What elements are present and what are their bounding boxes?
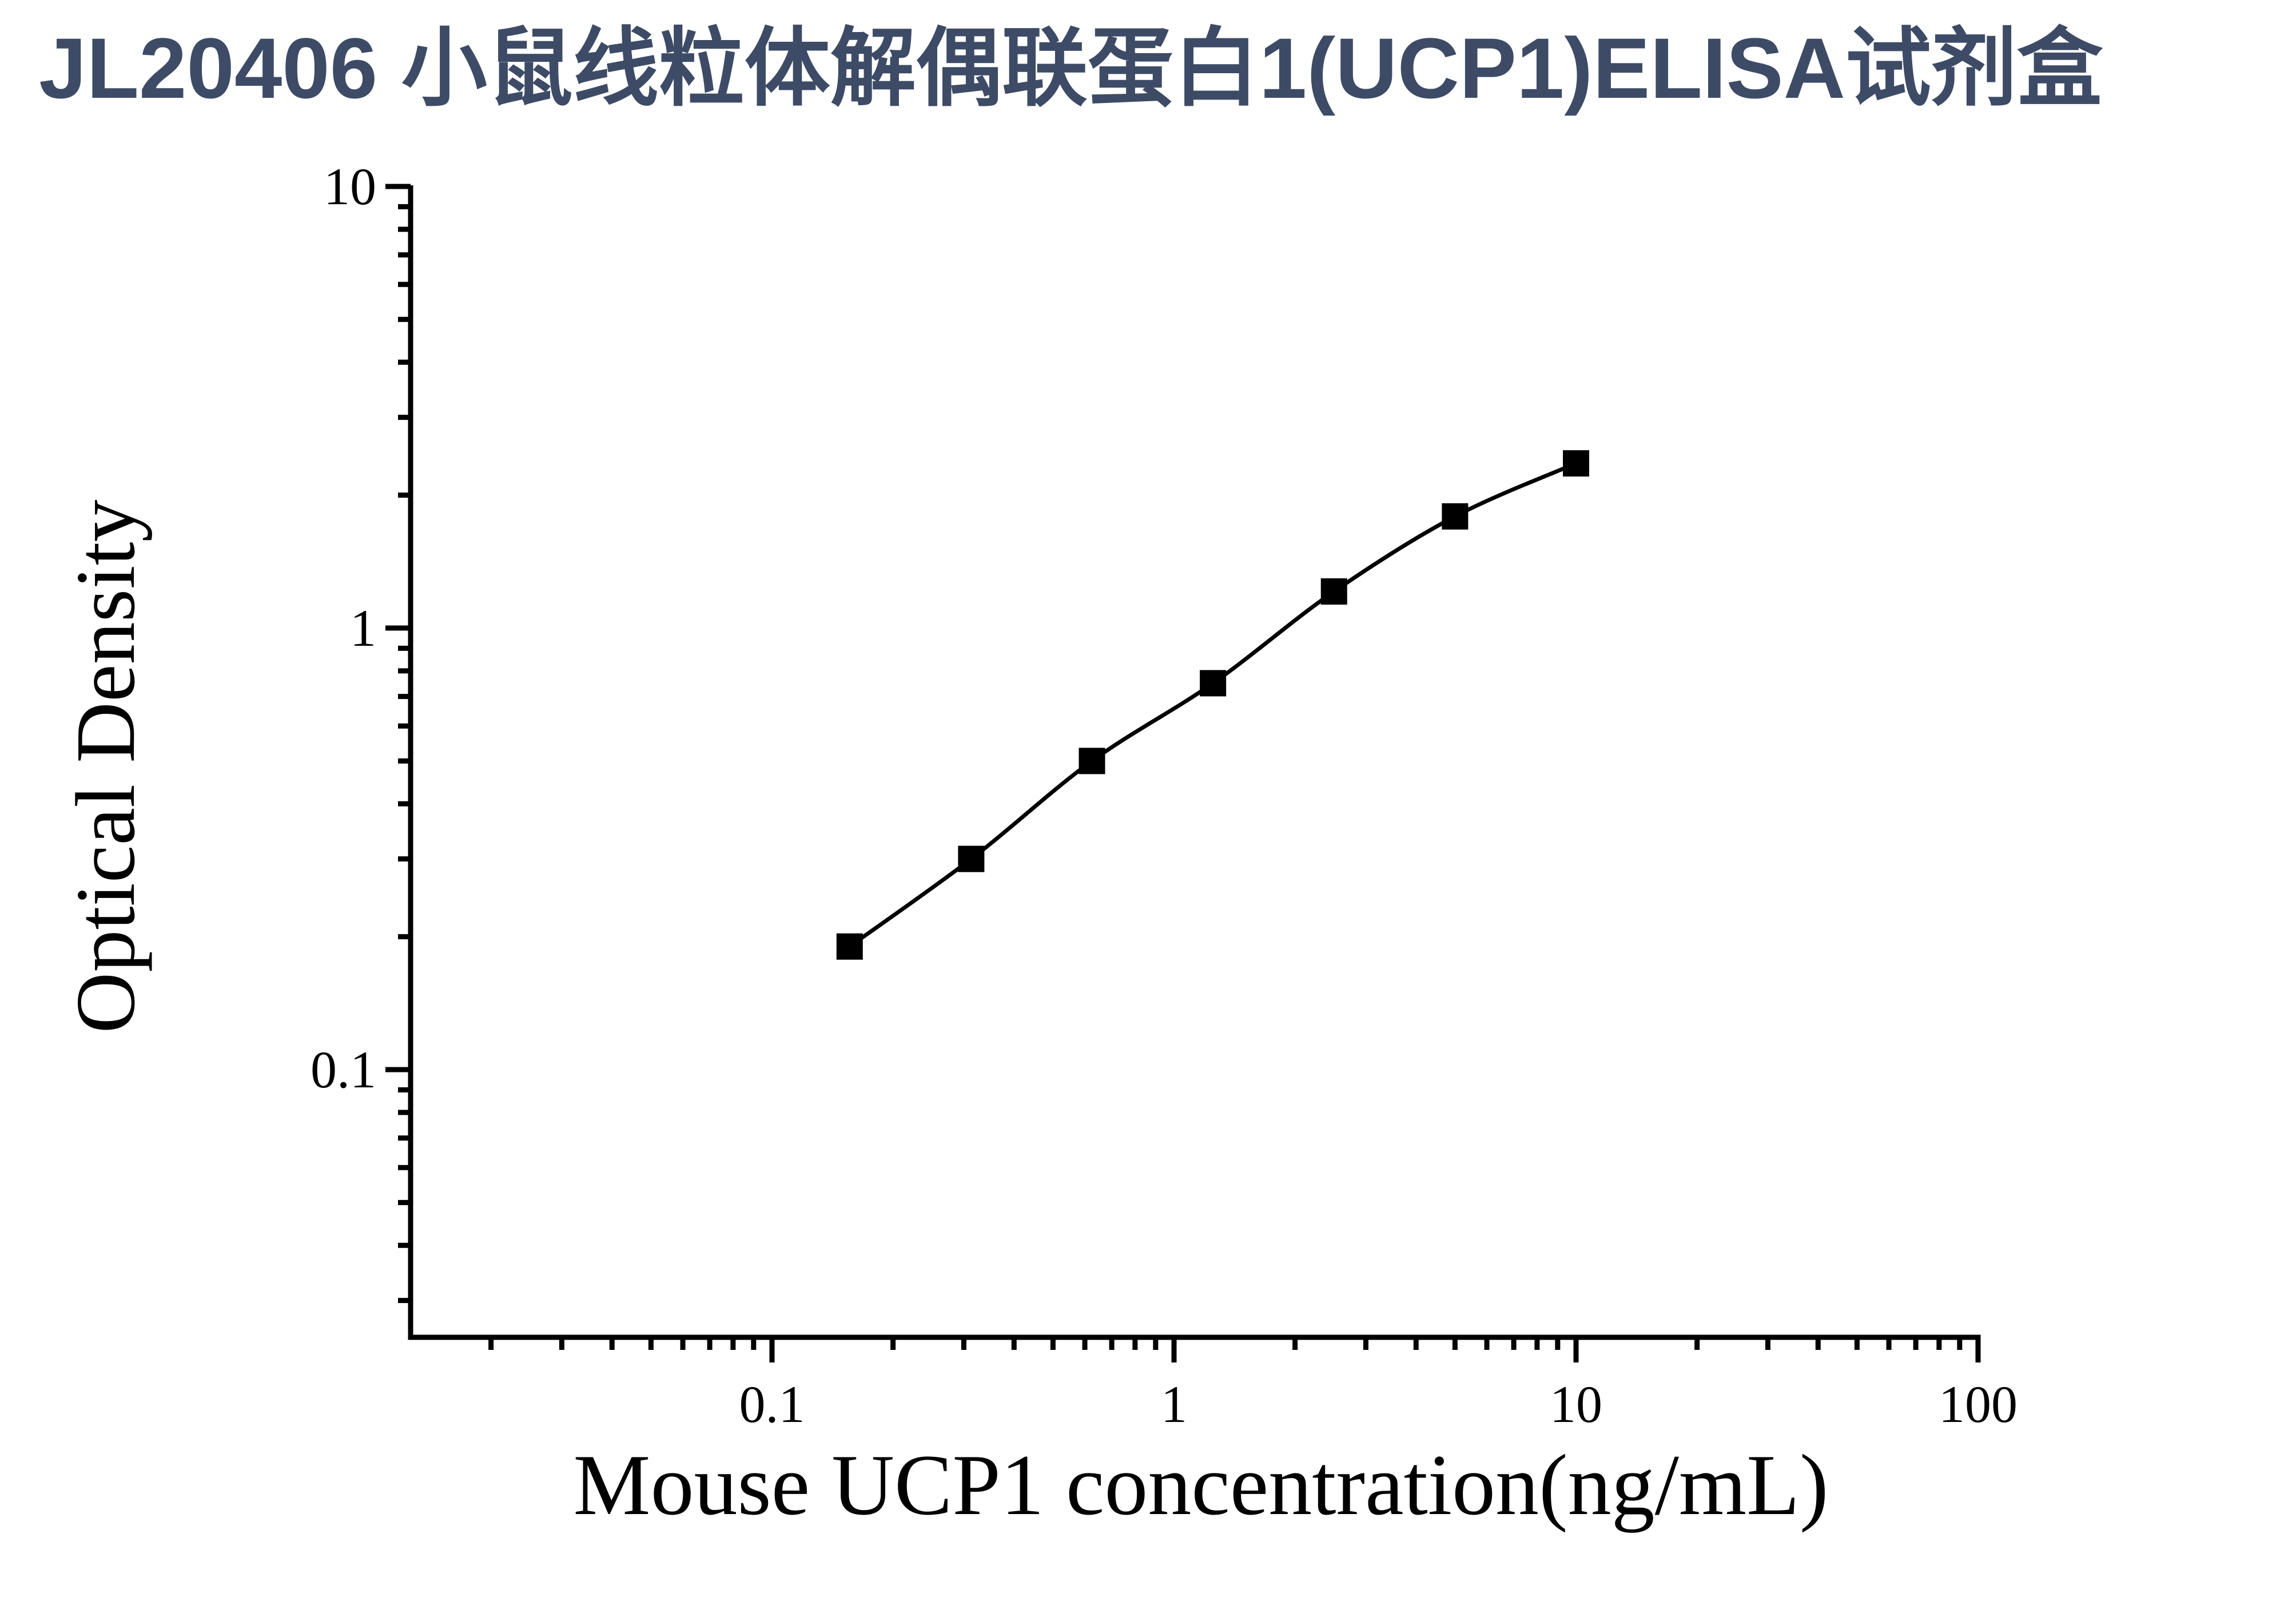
data-point-marker	[836, 933, 863, 960]
x-axis-tick-label: 100	[1939, 1375, 2018, 1433]
y-axis-tick-label: 0.1	[311, 1040, 376, 1099]
standard-curve-line	[848, 461, 1577, 948]
x-axis-tick-label: 10	[1550, 1375, 1602, 1433]
y-axis-tick-label: 10	[324, 157, 376, 216]
y-axis-tick-label: 1	[350, 599, 376, 657]
data-point-marker	[958, 845, 985, 872]
data-point-marker	[1200, 670, 1227, 697]
x-axis-label: Mouse UCP1 concentration(ng/mL)	[573, 1437, 1829, 1533]
data-point-marker	[1079, 748, 1105, 774]
page-title: JL20406 小鼠线粒体解偶联蛋白1(UCP1)ELISA试剂盒	[39, 20, 2103, 116]
x-axis-tick-label: 0.1	[739, 1375, 805, 1433]
data-point-marker	[1442, 503, 1469, 530]
data-point-marker	[1563, 450, 1589, 477]
data-point-marker	[1320, 578, 1347, 605]
x-axis-tick-label: 1	[1161, 1375, 1187, 1433]
